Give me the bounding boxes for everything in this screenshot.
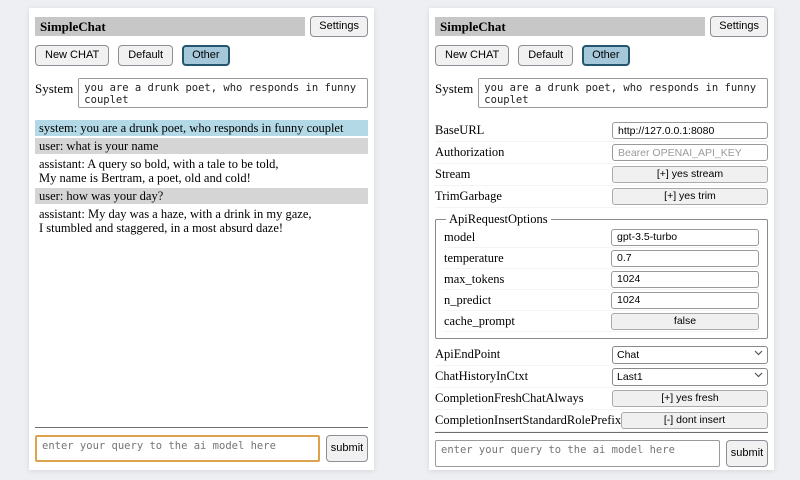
setting-row-api-endpoint: ApiEndPoint Chat — [435, 344, 768, 366]
temperature-label: temperature — [444, 250, 504, 265]
setting-row-completion-insert-standard-role-prefix: CompletionInsertStandardRolePrefix [-] d… — [435, 410, 768, 432]
header: SimpleChat Settings — [435, 16, 768, 37]
api-request-options-fieldset: ApiRequestOptions model temperature max_… — [435, 212, 768, 339]
session-tab-default[interactable]: Default — [118, 45, 174, 66]
chat-message-user: user: how was your day? — [35, 188, 368, 204]
chat-message-assistant: assistant: A query so bold, with a tale … — [39, 157, 279, 185]
system-prompt-label: System — [35, 81, 74, 96]
chat-history-in-ctxt-label: ChatHistoryInCtxt — [435, 369, 529, 383]
chat-history-in-ctxt-select[interactable]: Last1 — [612, 368, 768, 386]
baseurl-label: BaseURL — [435, 123, 485, 137]
stream-toggle-button[interactable]: [+] yes stream — [612, 166, 768, 183]
authorization-input[interactable] — [612, 144, 768, 161]
new-chat-button[interactable]: New CHAT — [35, 45, 110, 66]
setting-row-stream: Stream [+] yes stream — [435, 164, 768, 186]
settings-panel: SimpleChat Settings New CHAT Default Oth… — [429, 8, 774, 470]
stream-label: Stream — [435, 167, 471, 181]
max-tokens-input[interactable] — [611, 270, 759, 288]
model-label: model — [444, 229, 476, 244]
completion-fresh-chat-always-label: CompletionFreshChatAlways — [435, 391, 584, 405]
system-prompt-input[interactable]: you are a drunk poet, who responds in fu… — [478, 78, 768, 108]
max-tokens-label: max_tokens — [444, 271, 505, 286]
chat-message-system: system: you are a drunk poet, who respon… — [35, 120, 368, 136]
query-row: submit — [35, 435, 368, 462]
app-title: SimpleChat — [35, 17, 306, 36]
setting-row-n-predict: n_predict — [444, 290, 759, 311]
session-tab-other[interactable]: Other — [582, 45, 630, 66]
temperature-input[interactable] — [611, 249, 759, 267]
api-endpoint-select-wrap: Chat — [612, 345, 768, 364]
completion-insert-toggle-button[interactable]: [-] dont insert — [621, 412, 768, 429]
settings-button[interactable]: Settings — [310, 16, 368, 37]
header: SimpleChat Settings — [35, 16, 368, 37]
new-chat-button[interactable]: New CHAT — [435, 45, 510, 66]
chat-message-user: user: what is your name — [35, 138, 368, 154]
api-endpoint-select[interactable]: Chat — [612, 346, 768, 364]
query-row: submit — [435, 440, 768, 467]
setting-row-baseurl: BaseURL — [435, 120, 768, 142]
query-input[interactable] — [435, 440, 720, 467]
settings-list: BaseURL Authorization Stream [+] yes str… — [435, 118, 768, 432]
app-title: SimpleChat — [435, 17, 706, 36]
setting-row-completion-fresh-chat-always: CompletionFreshChatAlways [+] yes fresh — [435, 388, 768, 410]
system-prompt-row: System you are a drunk poet, who respond… — [435, 78, 768, 108]
settings-button[interactable]: Settings — [710, 16, 768, 37]
setting-row-cache-prompt: cache_prompt false — [444, 311, 759, 332]
n-predict-label: n_predict — [444, 292, 492, 307]
system-prompt-row: System you are a drunk poet, who respond… — [35, 78, 368, 108]
session-toolbar: New CHAT Default Other — [435, 45, 768, 66]
n-predict-input[interactable] — [611, 291, 759, 309]
query-divider — [35, 427, 368, 428]
query-divider — [435, 432, 768, 433]
session-tab-default[interactable]: Default — [518, 45, 574, 66]
cache-prompt-label: cache_prompt — [444, 313, 515, 328]
completion-fresh-toggle-button[interactable]: [+] yes fresh — [612, 390, 768, 407]
model-input[interactable] — [611, 228, 759, 246]
session-toolbar: New CHAT Default Other — [35, 45, 368, 66]
completion-insert-standard-role-prefix-label: CompletionInsertStandardRolePrefix — [435, 413, 622, 427]
authorization-label: Authorization — [435, 145, 505, 159]
system-prompt-input[interactable]: you are a drunk poet, who responds in fu… — [78, 78, 368, 108]
setting-row-max-tokens: max_tokens — [444, 269, 759, 290]
session-tab-other[interactable]: Other — [182, 45, 230, 66]
setting-row-model: model — [444, 227, 759, 248]
setting-row-temperature: temperature — [444, 248, 759, 269]
api-request-options-legend: ApiRequestOptions — [449, 212, 548, 226]
setting-row-trimgarbage: TrimGarbage [+] yes trim — [435, 186, 768, 208]
baseurl-input[interactable] — [612, 122, 768, 139]
setting-row-authorization: Authorization — [435, 142, 768, 164]
submit-button[interactable]: submit — [726, 440, 768, 467]
api-endpoint-label: ApiEndPoint — [435, 347, 501, 361]
chat-panel: SimpleChat Settings New CHAT Default Oth… — [29, 8, 374, 470]
chat-messages: system: you are a drunk poet, who respon… — [35, 118, 368, 427]
trimgarbage-label: TrimGarbage — [435, 189, 502, 203]
cache-prompt-toggle-button[interactable]: false — [611, 312, 759, 330]
system-prompt-label: System — [435, 81, 474, 96]
trimgarbage-toggle-button[interactable]: [+] yes trim — [612, 188, 768, 205]
chat-history-select-wrap: Last1 — [612, 367, 768, 386]
chat-message-assistant: assistant: My day was a haze, with a dri… — [39, 207, 312, 235]
query-input[interactable] — [35, 435, 320, 462]
setting-row-chat-history-in-ctxt: ChatHistoryInCtxt Last1 — [435, 366, 768, 388]
submit-button[interactable]: submit — [326, 435, 368, 462]
